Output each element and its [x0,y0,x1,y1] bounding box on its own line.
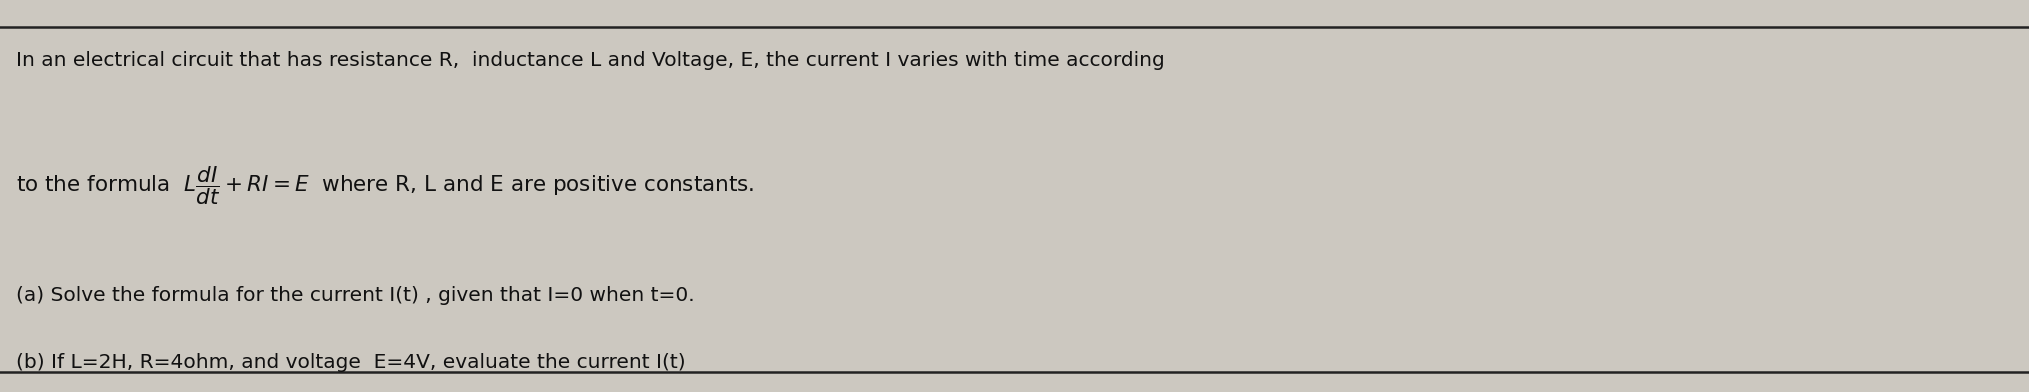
Text: (a) Solve the formula for the current I(t) , given that I=0 when t=0.: (a) Solve the formula for the current I(… [16,286,694,305]
Text: In an electrical circuit that has resistance R,  inductance L and Voltage, E, th: In an electrical circuit that has resist… [16,51,1165,70]
Text: to the formula  $L\dfrac{dI}{dt} + RI = E$  where R, L and E are positive consta: to the formula $L\dfrac{dI}{dt} + RI = E… [16,165,755,207]
Text: (b) If L=2H, R=4ohm, and voltage  E=4V, evaluate the current I(t): (b) If L=2H, R=4ohm, and voltage E=4V, e… [16,353,686,372]
